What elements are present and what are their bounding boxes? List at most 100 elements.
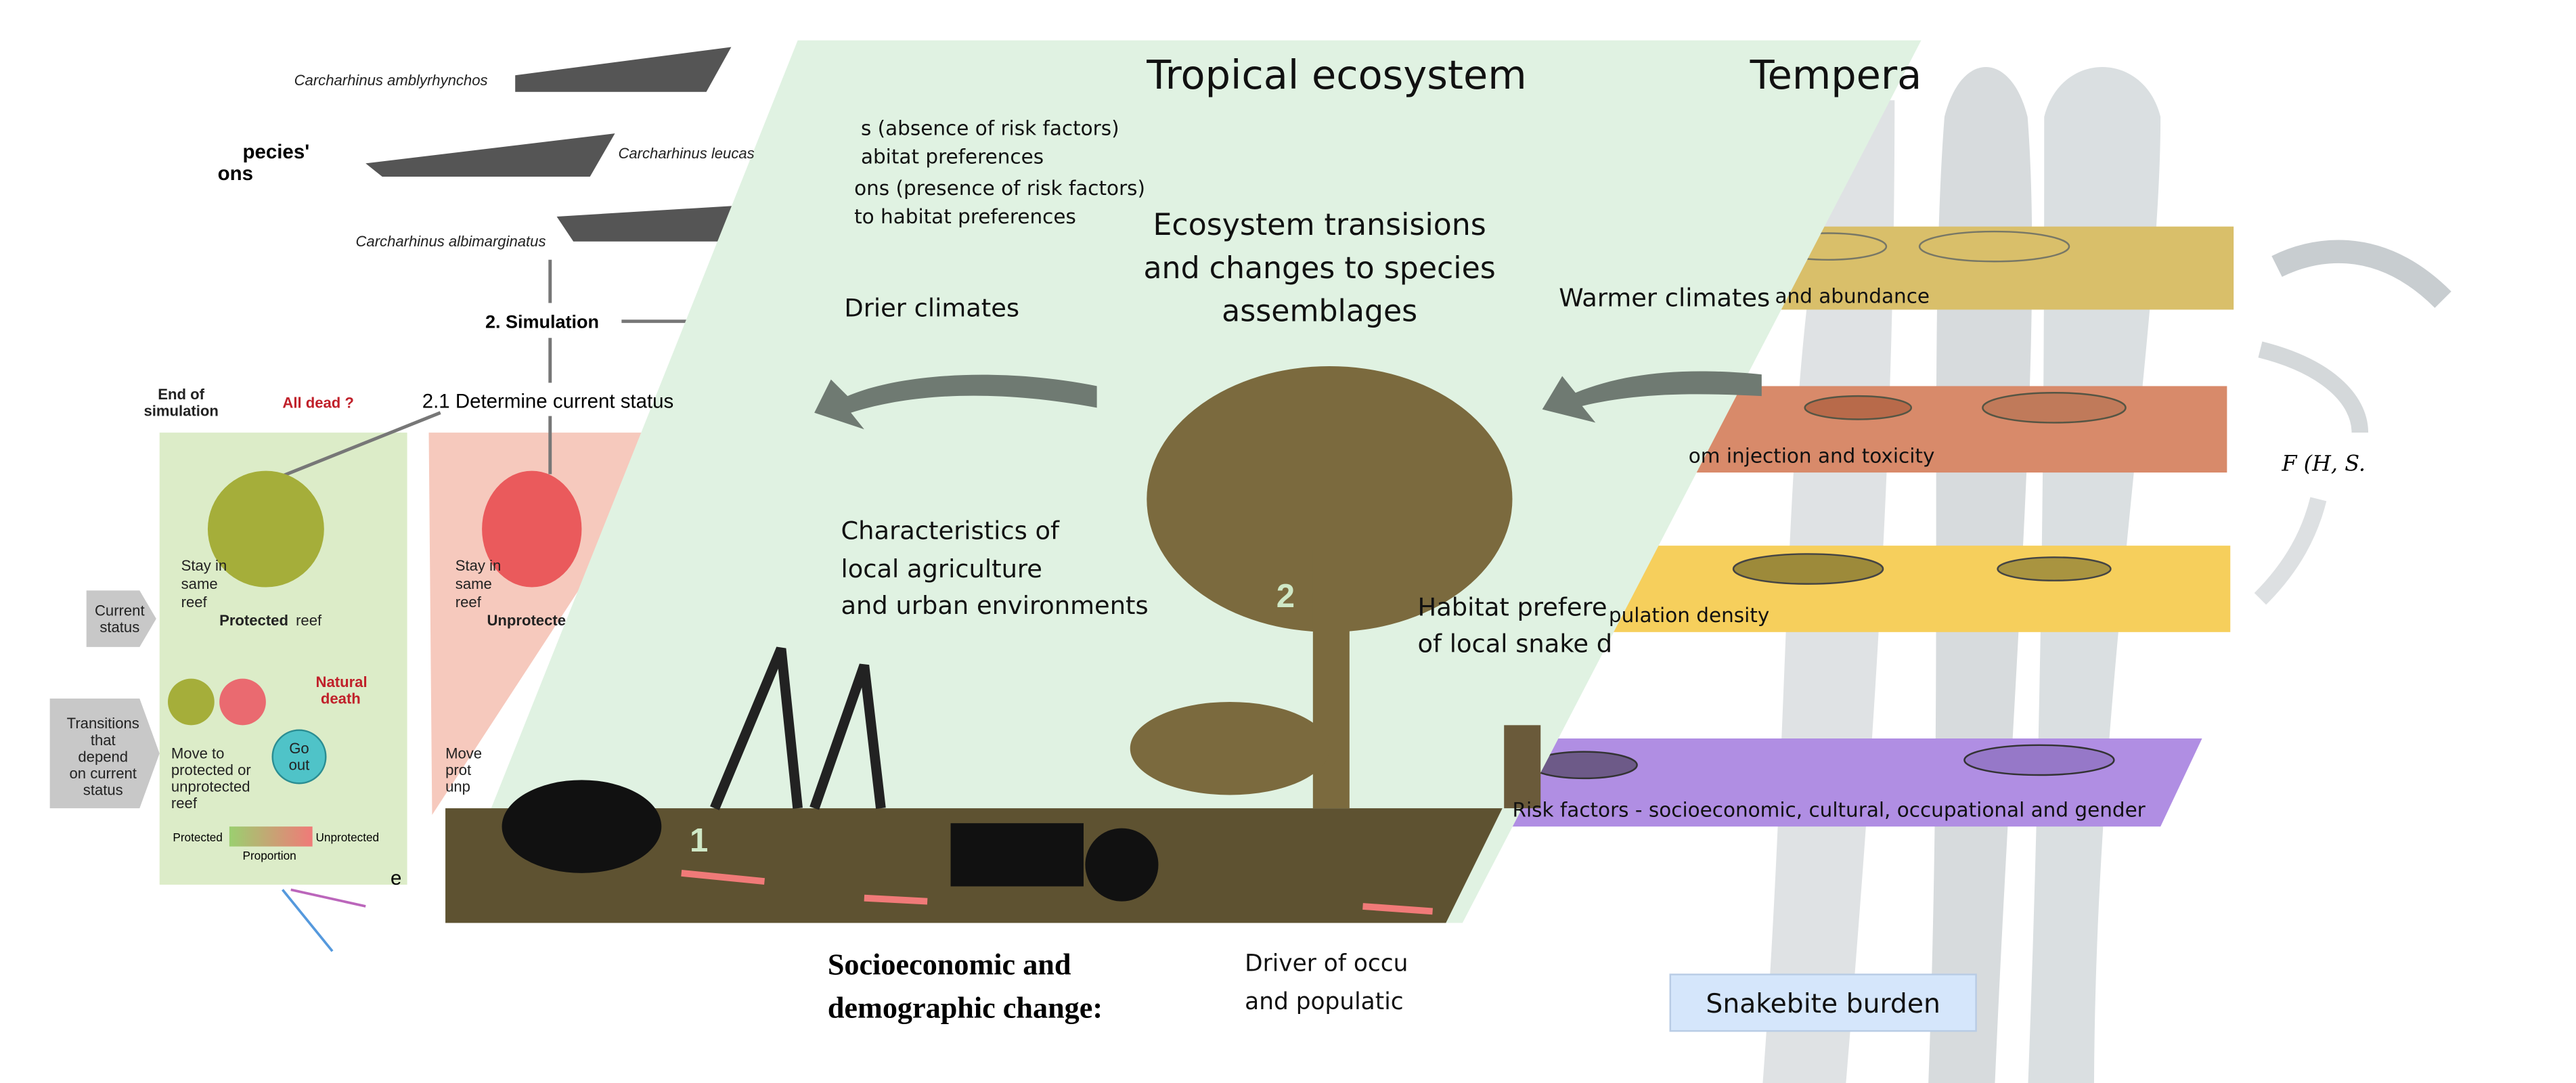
label: on current	[70, 765, 137, 782]
shark	[515, 47, 732, 92]
arrow	[2254, 497, 2327, 605]
marker: 2	[1276, 578, 1295, 615]
label: Stay in	[181, 557, 227, 574]
panel-title: Tempera	[1750, 51, 1922, 98]
label: Transitions	[67, 715, 139, 732]
label: prot	[445, 761, 471, 778]
label: Move	[445, 745, 482, 761]
label: unprotected	[171, 778, 250, 795]
stroke	[290, 888, 366, 908]
note: to habitat preferences	[854, 205, 1076, 228]
labels: Carcharhinus amblyrhynchos Carcharhinus …	[67, 51, 2366, 1025]
hole	[1918, 230, 2070, 263]
heading: pecies'	[243, 141, 310, 163]
label: protected or	[171, 761, 251, 778]
label: Driver of occu	[1245, 950, 1408, 977]
label: Warmer climates	[1559, 284, 1770, 313]
heading: demographic change:	[828, 991, 1103, 1024]
label: reef	[296, 612, 322, 629]
label: reef	[181, 594, 208, 611]
label: out	[289, 757, 310, 774]
legend: Proportion	[243, 849, 296, 862]
label: Characteristics of	[841, 516, 1060, 545]
step: 2. Simulation	[485, 311, 599, 332]
note: abitat preferences	[861, 145, 1044, 168]
heading: assemblages	[1222, 294, 1417, 329]
hole	[1732, 553, 1884, 585]
burden-label: Snakebite burden	[1706, 989, 1940, 1019]
label: Habitat prefere	[1418, 592, 1607, 621]
label: e	[391, 867, 401, 889]
label: same	[456, 575, 492, 592]
label: Protected	[219, 612, 288, 629]
hay-bale	[1085, 828, 1159, 902]
label: Current	[95, 602, 145, 619]
arrow-warmer	[1542, 371, 1762, 423]
label: reef	[171, 795, 198, 812]
arrow	[2271, 240, 2451, 309]
all-dead: All dead ?	[282, 394, 354, 411]
label: depend	[78, 748, 128, 765]
hole	[1997, 556, 2112, 581]
hole	[1982, 392, 2127, 424]
layer-label: pulation density	[1609, 604, 1769, 627]
anemone	[168, 678, 215, 726]
label: Natural	[316, 673, 368, 690]
status-arrow	[86, 590, 156, 647]
note: ons (presence of risk factors)	[854, 177, 1145, 200]
end-label: simulation	[143, 403, 218, 420]
arrow-drier	[814, 374, 1097, 430]
anemone	[219, 678, 266, 726]
note: s (absence of risk factors)	[861, 117, 1119, 140]
building	[1504, 725, 1541, 809]
hole	[1804, 395, 1913, 420]
legend-gradient	[229, 826, 313, 847]
species-name: Carcharhinus leucas	[618, 145, 754, 162]
species-name: Carcharhinus amblyrhynchos	[294, 72, 488, 89]
hole	[1963, 744, 2115, 776]
label: and populatic	[1245, 988, 1404, 1015]
layer-label: Risk factors - socioeconomic, cultural, …	[1512, 798, 2146, 821]
layer-density	[1595, 546, 2231, 632]
layer-label: and abundance	[1775, 285, 1930, 308]
label: local agriculture	[841, 554, 1042, 583]
label: Move to	[171, 745, 225, 761]
label: and urban environments	[841, 591, 1148, 620]
layer-label: om injection and toxicity	[1689, 444, 1935, 467]
label: Unprotecte	[487, 612, 566, 629]
heading: and changes to species	[1143, 251, 1495, 286]
species-name: Carcharhinus albimarginatus	[355, 233, 546, 250]
heading: Ecosystem transisions	[1153, 208, 1486, 242]
label: same	[181, 575, 218, 592]
shark	[365, 133, 615, 177]
layer-venom	[1662, 386, 2227, 473]
tractor	[950, 823, 1084, 887]
anemone	[482, 470, 582, 588]
go-out-circle	[271, 729, 327, 784]
heading: ons	[218, 162, 253, 185]
step: 2.1 Determine current status	[422, 390, 674, 412]
flow-arrow	[265, 411, 441, 485]
transition-arrow	[49, 699, 160, 809]
burden-box	[1669, 973, 1977, 1032]
anemone	[207, 470, 324, 588]
formula: F (H, S.	[2281, 451, 2366, 477]
label: death	[321, 690, 361, 707]
heading: Socioeconomic and	[828, 948, 1071, 981]
marker: 1	[690, 822, 708, 859]
label: of local snake d	[1418, 629, 1613, 658]
label: Go	[289, 740, 309, 757]
bush	[1130, 701, 1330, 795]
snake-coil	[502, 780, 662, 873]
label: Drier climates	[844, 293, 1019, 322]
red-arrow	[681, 869, 1433, 915]
panel-title: Tropical ecosystem	[1146, 51, 1526, 98]
tree-canopy	[1147, 366, 1513, 632]
label: Stay in	[456, 557, 502, 574]
legend: Unprotected	[316, 831, 380, 844]
end-label: End of	[158, 386, 204, 403]
label: that	[91, 732, 116, 749]
arrow	[2258, 341, 2369, 433]
label: reef	[456, 594, 482, 611]
